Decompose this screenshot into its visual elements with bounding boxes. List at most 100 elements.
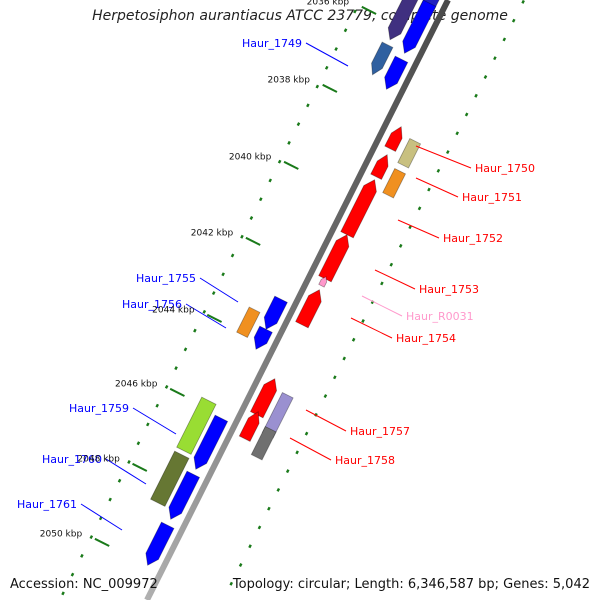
gene-arrow[interactable]: [402, 0, 437, 54]
ring-dot: [343, 28, 348, 33]
ring-dot: [276, 487, 281, 492]
tick-label: 2038 kbp: [268, 75, 311, 85]
feature-layer[interactable]: [145, 0, 441, 566]
gene-label[interactable]: Haur_1754: [396, 332, 456, 345]
gene-label[interactable]: Haur_1760: [42, 453, 102, 466]
ring-dot: [323, 394, 328, 399]
gene-arrow[interactable]: [176, 396, 217, 455]
ring-dot: [108, 497, 112, 502]
ring-dot: [183, 347, 188, 352]
gene-label[interactable]: Haur_1759: [69, 402, 129, 415]
ring-dot: [285, 469, 290, 474]
ring-dot: [211, 291, 216, 296]
gene-arrow[interactable]: [384, 55, 409, 90]
callout-line: [374, 269, 416, 290]
gene-arrow[interactable]: [387, 0, 424, 41]
tick-dash: [322, 83, 338, 93]
ring-dot: [306, 103, 310, 108]
callout-line: [105, 458, 147, 485]
gene-arrow[interactable]: [384, 126, 403, 152]
ring-dot: [446, 150, 450, 155]
tick-label-layer: 2036 kbp 2038 kbp 2040 kbp 2042 kbp 2044 kbp…: [40, 0, 350, 539]
gene-arrow[interactable]: [236, 306, 261, 338]
gene-label[interactable]: Haur_1751: [462, 191, 522, 204]
ring-dot: [146, 422, 150, 427]
ring-dot: [238, 563, 243, 567]
gene-label[interactable]: Haur_1750: [475, 162, 535, 175]
ring-dot: [398, 243, 403, 248]
ring-dot: [455, 131, 460, 136]
gene-label[interactable]: Haur_1753: [419, 283, 479, 296]
gene-arrow[interactable]: [318, 234, 350, 283]
ring-dot: [296, 122, 301, 127]
ring-dot: [221, 272, 225, 277]
ring-dot: [248, 544, 252, 549]
tick-dash-ring: [94, 5, 377, 547]
tick-dash: [361, 5, 377, 15]
ring-dot: [174, 366, 178, 371]
ring-dot: [417, 206, 422, 211]
ring-dot: [155, 403, 160, 408]
gene-arrow[interactable]: [150, 450, 190, 507]
ring-dot: [267, 506, 271, 511]
ring-dot: [80, 553, 84, 558]
gene-arrow[interactable]: [370, 154, 389, 180]
ring-dot: [380, 281, 384, 286]
ring-dot: [229, 581, 234, 586]
ring-dot: [295, 450, 299, 455]
tick-label: 2046 kbp: [115, 379, 158, 389]
tick-label: 2040 kbp: [229, 152, 272, 162]
ring-dot: [61, 591, 65, 596]
tick-dash: [132, 462, 148, 472]
ring-dot: [315, 84, 320, 89]
ring-dot: [493, 56, 497, 61]
gene-label[interactable]: Haur_1756: [122, 298, 182, 311]
gene-label[interactable]: Haur_1757: [350, 425, 410, 438]
gene-label[interactable]: Haur_R0031: [406, 310, 474, 323]
gene-arrow[interactable]: [382, 168, 407, 199]
callout-line: [415, 145, 472, 169]
gene-label[interactable]: Haur_1758: [335, 454, 395, 467]
ring-dot: [304, 431, 309, 436]
ring-dot: [287, 140, 291, 145]
callout-line: [289, 437, 332, 461]
gene-label[interactable]: Haur_1749: [242, 37, 302, 50]
gene-arrow[interactable]: [397, 138, 422, 169]
gene-arrow[interactable]: [193, 414, 229, 470]
tick-dash: [245, 236, 261, 246]
topology-summary: Topology: circular; Length: 6,346,587 bp…: [232, 577, 590, 592]
ring-dot: [351, 337, 356, 342]
rna-arrow[interactable]: [318, 276, 328, 288]
gene-arrow[interactable]: [263, 295, 288, 330]
ring-dot: [464, 112, 469, 117]
callout-line: [397, 219, 440, 239]
ring-dot: [193, 328, 197, 333]
gene-arrow[interactable]: [253, 325, 273, 350]
ring-dot: [389, 262, 394, 267]
gene-label[interactable]: Haur_1755: [136, 272, 196, 285]
ring-dot: [521, 0, 525, 4]
gene-arrow[interactable]: [168, 470, 201, 520]
ring-dot: [249, 216, 254, 220]
gene-arrow[interactable]: [145, 521, 175, 566]
ring-dot: [324, 65, 329, 70]
gene-arrow[interactable]: [340, 179, 377, 239]
ring-dot: [333, 375, 337, 380]
gene-arrow[interactable]: [238, 411, 260, 442]
gene-label[interactable]: Haur_1761: [17, 498, 77, 511]
ring-dot: [408, 225, 412, 230]
ring-dot: [89, 535, 94, 540]
callout-line: [361, 295, 403, 317]
ring-dot: [334, 47, 338, 52]
callout-line: [199, 277, 239, 303]
ring-dot: [136, 441, 141, 446]
gene-label[interactable]: Haur_1752: [443, 232, 503, 245]
gene-arrow[interactable]: [295, 289, 322, 329]
gene-arrow[interactable]: [250, 426, 277, 461]
gene-arrow[interactable]: [249, 378, 277, 419]
gene-arrow[interactable]: [261, 392, 294, 439]
ring-dot: [70, 572, 75, 577]
ring-dot: [342, 356, 347, 361]
gene-arrow[interactable]: [371, 41, 394, 76]
